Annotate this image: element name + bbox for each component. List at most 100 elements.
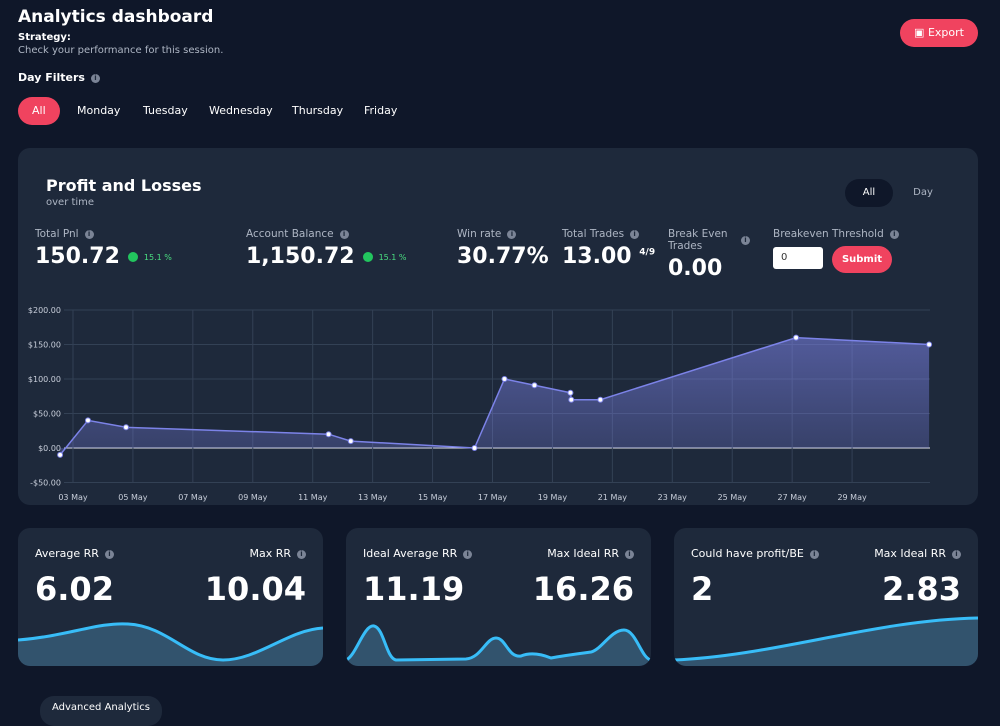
label: Average RR: [35, 547, 99, 560]
card-right-label: Max RR i: [249, 547, 306, 560]
label: Could have profit/BE: [691, 547, 804, 560]
point: [501, 376, 508, 382]
stat: Account Balance i 1,150.72 15.1 %: [246, 228, 407, 269]
point: [567, 389, 574, 396]
point: [471, 445, 478, 451]
page: Analytics dashboard Strategy: Check your…: [18, 7, 978, 726]
day-filter[interactable]: Thursday: [292, 104, 344, 117]
x-tick-label: 11 May: [298, 493, 328, 502]
stat: Total Pnl i 150.72 15.1 %: [35, 228, 172, 269]
x-tick-label: 25 May: [718, 493, 748, 502]
sparkline: [674, 616, 978, 666]
label: Max Ideal RR: [547, 547, 619, 560]
card-right-label: Max Ideal RR i: [874, 547, 961, 560]
point: [597, 396, 604, 403]
export-button[interactable]: ▣ Export: [900, 19, 978, 47]
card-left-label: Ideal Average RR i: [363, 547, 473, 560]
page-title: Analytics dashboard: [18, 7, 214, 27]
x-tick-label: 29 May: [837, 493, 867, 502]
day-filter[interactable]: Wednesday: [209, 104, 273, 117]
x-tick-label: 15 May: [418, 493, 448, 502]
stat-label: Total Pnl: [35, 228, 79, 240]
y-tick-label: $0.00: [38, 444, 61, 453]
stat-note: 4/9: [639, 247, 656, 258]
rr-card: Could have profit/BE i Max Ideal RR i 2 2.…: [674, 528, 978, 666]
submit-button[interactable]: Submit: [832, 246, 892, 273]
y-tick-label: $200.00: [28, 306, 61, 315]
stat-label: Win rate: [457, 228, 502, 240]
threshold-input[interactable]: 0: [773, 247, 823, 269]
stat: Win rate i 30.77%: [457, 228, 549, 269]
y-tick-label: -$50.00: [30, 479, 61, 488]
toggle-option[interactable]: Day: [913, 187, 933, 198]
sparkline: [18, 622, 323, 666]
stat-value: 30.77%: [457, 244, 549, 269]
card-right-value: 10.04: [204, 570, 306, 608]
filters-text: Day Filters: [18, 71, 85, 84]
pnl-chart: -$50.00 $0.00 $50.00 $100.00 $150.00 $200.00 0…: [28, 306, 933, 502]
day-filter[interactable]: Friday: [364, 104, 398, 117]
point: [57, 451, 64, 458]
label: Max Ideal RR: [874, 547, 946, 560]
card-left-label: Average RR i: [35, 547, 114, 560]
card-title: Profit and Losses: [46, 176, 202, 195]
x-tick-label: 19 May: [538, 493, 568, 502]
point: [531, 382, 538, 389]
x-tick-label: 07 May: [178, 493, 208, 502]
stat-value: 0.00: [668, 256, 723, 281]
stat-change: 15.1 %: [378, 252, 407, 262]
advanced-tab[interactable]: Advanced Analytics: [40, 696, 162, 726]
stat: Total Trades i 13.00 4/9: [562, 228, 656, 269]
point: [926, 341, 933, 348]
stat-value: 13.00: [562, 244, 632, 269]
point: [123, 424, 130, 431]
point: [325, 431, 332, 438]
y-tick-label: $50.00: [33, 410, 61, 419]
point: [84, 417, 91, 424]
x-tick-label: 21 May: [598, 493, 628, 502]
card-left-value: 2: [691, 570, 714, 608]
x-tick-label: 03 May: [58, 493, 88, 502]
day-filter[interactable]: All: [18, 97, 60, 125]
stat-value: 1,150.72: [246, 244, 355, 269]
rr-card: Ideal Average RR i Max Ideal RR i 11.19 16…: [346, 528, 651, 666]
sparkline: [346, 624, 651, 666]
day-filter[interactable]: Monday: [77, 104, 121, 117]
stat-value: 150.72: [35, 244, 120, 269]
toggle-option[interactable]: All: [845, 179, 893, 207]
label: Ideal Average RR: [363, 547, 458, 560]
day-filter[interactable]: Tuesday: [143, 104, 188, 117]
filters-label: Day Filters i: [18, 71, 100, 84]
x-tick-label: 05 May: [118, 493, 148, 502]
stat-change: 15.1 %: [143, 252, 172, 262]
point: [347, 438, 354, 445]
card-subtitle: over time: [46, 197, 95, 208]
card-right-value: 2.83: [882, 570, 961, 608]
card-left-value: 6.02: [35, 570, 114, 608]
x-tick-label: 09 May: [238, 493, 268, 502]
area: [60, 337, 930, 455]
rr-card: Average RR i Max RR i 6.02 10.04: [18, 528, 323, 666]
x-tick-label: 17 May: [478, 493, 508, 502]
export-label: Export: [927, 26, 964, 39]
y-tick-label: $100.00: [28, 375, 61, 384]
stat-label: Total Trades: [562, 228, 625, 240]
stat-label: Account Balance: [246, 228, 334, 240]
x-tick-label: 27 May: [778, 493, 808, 502]
card-right-value: 16.26: [532, 570, 634, 608]
y-tick-label: $150.00: [28, 341, 61, 350]
point: [793, 334, 800, 341]
stat-label: Break Even Trades: [668, 228, 728, 252]
page-subtitle: Check your performance for this session.: [18, 45, 224, 56]
stat: Break Even Trades 0.00: [668, 228, 753, 281]
stat-label: Breakeven Threshold: [773, 228, 884, 240]
card-left-label: Could have profit/BE i: [691, 547, 819, 560]
x-tick-label: 23 May: [658, 493, 688, 502]
label: Max RR: [249, 547, 291, 560]
strategy-label: Strategy:: [18, 32, 71, 43]
point: [568, 396, 575, 403]
x-tick-label: 13 May: [358, 493, 388, 502]
card-right-label: Max Ideal RR i: [547, 547, 634, 560]
card-left-value: 11.19: [363, 570, 465, 608]
stat: Breakeven Threshold i: [773, 228, 899, 240]
